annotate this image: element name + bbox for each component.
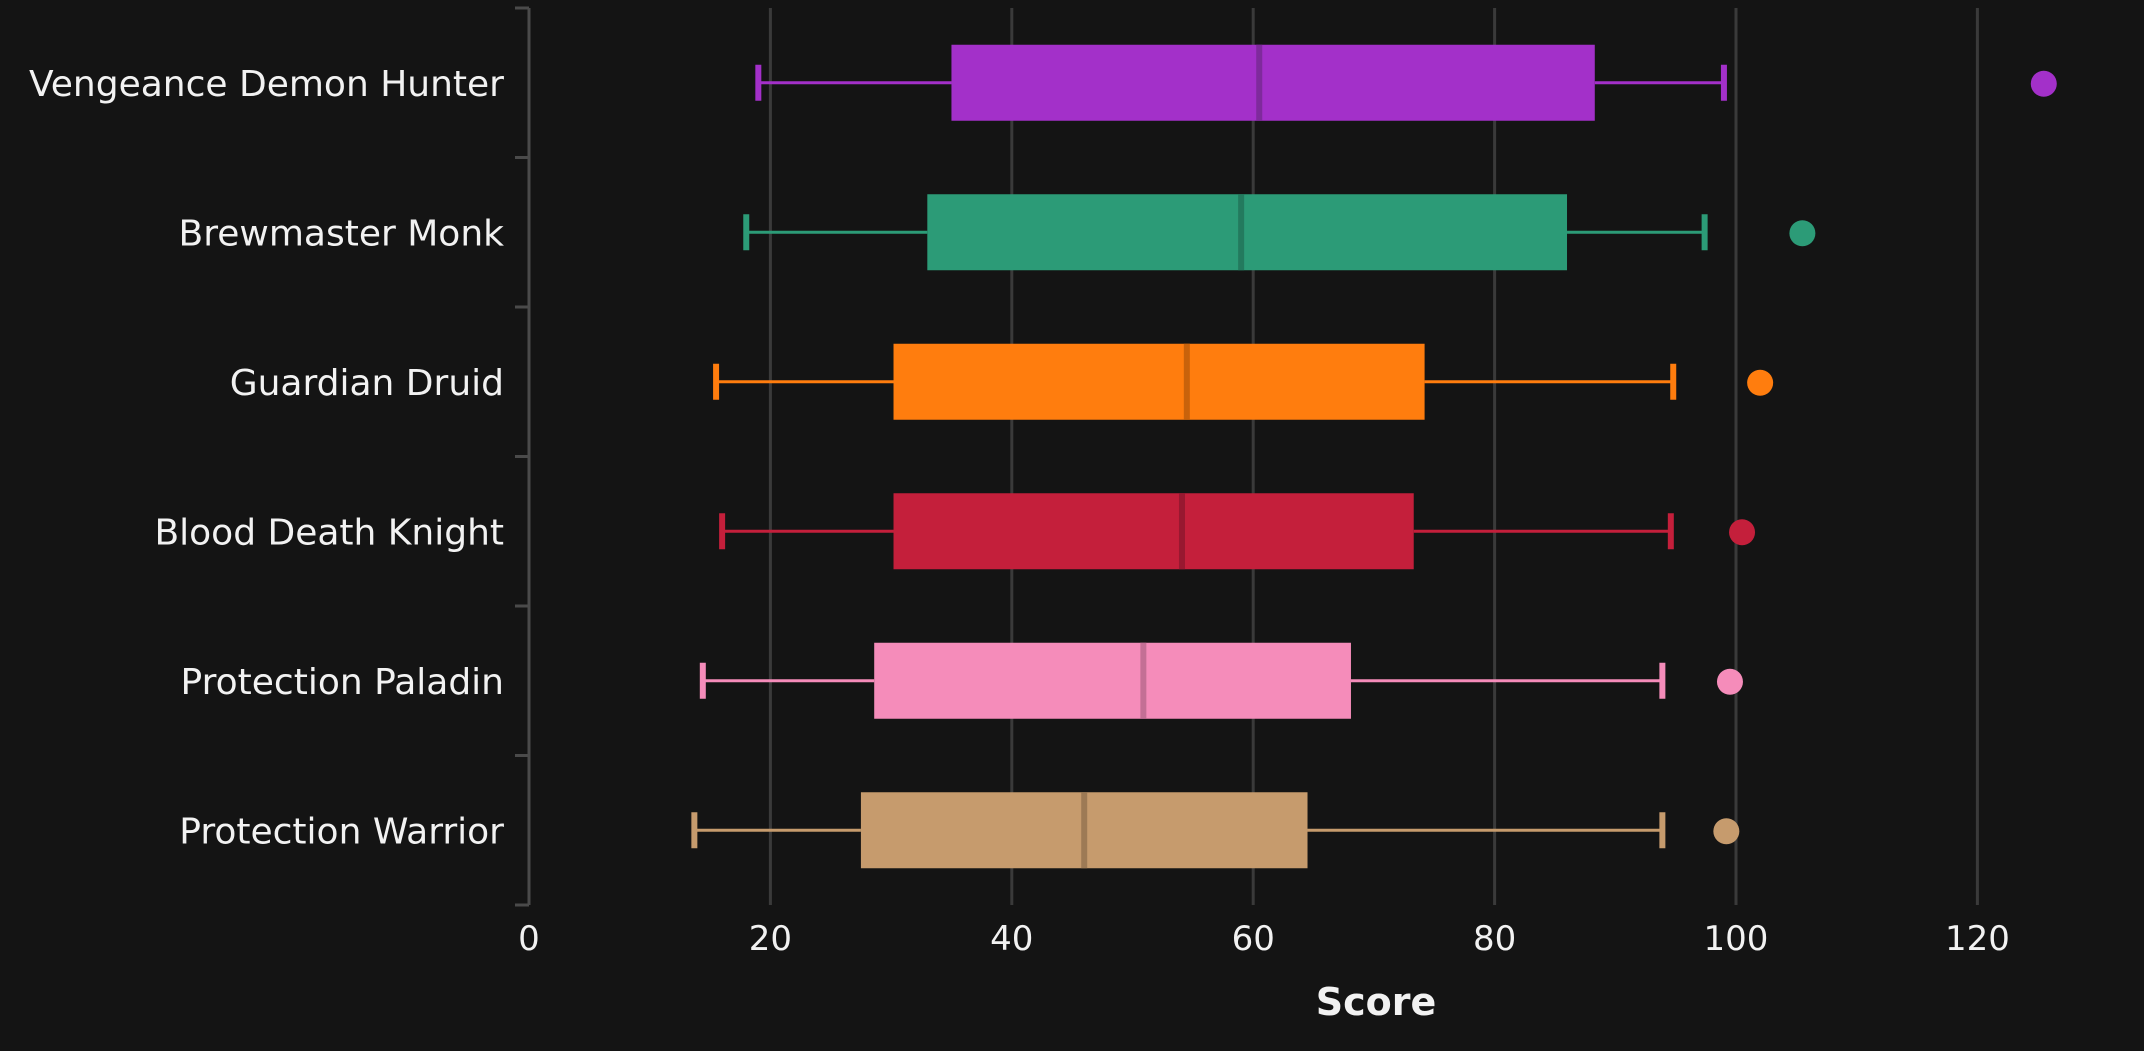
outlier-point bbox=[1713, 818, 1740, 845]
iqr-box bbox=[951, 44, 1595, 121]
box-protection-paladin bbox=[699, 642, 1743, 719]
category-label-guardian-druid: Guardian Druid bbox=[230, 363, 504, 404]
outlier-point bbox=[1789, 220, 1816, 247]
x-tick-label-40: 40 bbox=[990, 919, 1033, 959]
iqr-box bbox=[927, 194, 1568, 271]
outlier-point bbox=[2030, 70, 2057, 97]
category-label-protection-paladin: Protection Paladin bbox=[181, 662, 504, 703]
x-tick-label-120: 120 bbox=[1945, 919, 2010, 959]
category-label-blood-death-knight: Blood Death Knight bbox=[154, 512, 504, 553]
x-tick-label-0: 0 bbox=[518, 919, 540, 959]
y-axis bbox=[515, 6, 531, 907]
box-vengeance-demon-hunter bbox=[755, 44, 2057, 121]
iqr-box bbox=[874, 642, 1351, 719]
outlier-point bbox=[1747, 369, 1774, 396]
x-tick-label-100: 100 bbox=[1704, 919, 1769, 959]
category-label-brewmaster-monk: Brewmaster Monk bbox=[179, 213, 505, 254]
category-labels: Vengeance Demon Hunter Brewmaster Monk Gua… bbox=[29, 64, 504, 853]
category-label-protection-warrior: Protection Warrior bbox=[179, 811, 504, 852]
outlier-point bbox=[1716, 668, 1743, 695]
x-tick-label-60: 60 bbox=[1232, 919, 1275, 959]
x-tick-label-80: 80 bbox=[1473, 919, 1516, 959]
x-axis-title: Score bbox=[1316, 980, 1437, 1024]
category-label-vengeance-demon-hunter: Vengeance Demon Hunter bbox=[29, 64, 504, 105]
x-tick-labels: 0 20 40 60 80 100 120 bbox=[518, 919, 2010, 959]
box-blood-death-knight bbox=[719, 493, 1756, 570]
iqr-box bbox=[893, 493, 1414, 570]
box-guardian-druid bbox=[713, 343, 1774, 420]
boxes bbox=[691, 44, 2057, 869]
box-protection-warrior bbox=[691, 792, 1740, 869]
outlier-point bbox=[1729, 519, 1756, 546]
grid-lines bbox=[768, 8, 1979, 905]
box-brewmaster-monk bbox=[743, 194, 1816, 271]
iqr-box bbox=[893, 343, 1425, 420]
x-tick-label-20: 20 bbox=[749, 919, 792, 959]
